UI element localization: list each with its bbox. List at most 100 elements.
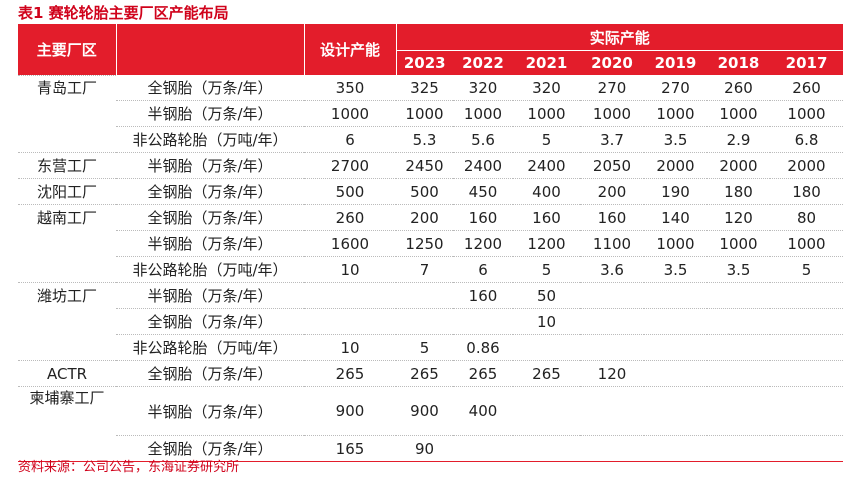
cell-actual-capacity: 7 <box>396 256 453 283</box>
header-actual-capacity: 实际产能 <box>395 24 844 51</box>
cell-actual-capacity <box>396 308 453 335</box>
header-year: 2023 <box>395 50 453 75</box>
header-year: 2021 <box>513 50 580 75</box>
cell-plant <box>18 335 116 361</box>
cell-design-capacity <box>304 308 396 335</box>
cell-actual-capacity: 2450 <box>396 152 453 179</box>
cell-design-capacity <box>304 282 396 309</box>
table-row: 潍坊工厂 半钢胎（万条/年） 160 50 <box>18 282 844 309</box>
cell-actual-capacity: 1100 <box>580 230 644 257</box>
cell-actual-capacity <box>770 360 844 387</box>
cell-actual-capacity: 6 <box>453 256 513 283</box>
table-row: 柬埔寨工厂 半钢胎（万条/年） 900 900 400 <box>18 386 844 436</box>
cell-actual-capacity <box>396 282 453 309</box>
cell-actual-capacity: 6.8 <box>770 126 844 153</box>
cell-actual-capacity: 400 <box>513 178 580 205</box>
cell-actual-capacity: 200 <box>396 204 453 231</box>
cell-design-capacity: 10 <box>304 256 396 283</box>
table-body: 青岛工厂 全钢胎（万条/年） 350 325 320 320 270 270 260 260 半钢胎… <box>18 74 844 462</box>
cell-actual-capacity: 1200 <box>453 230 513 257</box>
cell-actual-capacity: 3.5 <box>707 256 770 283</box>
table-row: ACTR 全钢胎（万条/年） 265 265 265 265 120 <box>18 360 844 387</box>
cell-actual-capacity: 1000 <box>707 230 770 257</box>
cell-actual-capacity: 2400 <box>453 152 513 179</box>
cell-product: 全钢胎（万条/年） <box>147 79 273 97</box>
cell-actual-capacity: 3.5 <box>644 126 707 153</box>
cell-product: 全钢胎（万条/年） <box>116 178 304 205</box>
cell-actual-capacity: 2400 <box>513 152 580 179</box>
table-row: 全钢胎（万条/年） 165 90 <box>18 435 844 462</box>
cell-actual-capacity: 320 <box>532 78 561 97</box>
cell-actual-capacity: 2.9 <box>707 126 770 153</box>
header-product <box>115 24 304 75</box>
cell-product: 非公路轮胎（万吨/年） <box>116 126 304 153</box>
cell-product: 半钢胎（万条/年） <box>116 386 304 436</box>
cell-actual-capacity <box>770 282 844 309</box>
source-note: 资料来源：公司公告，东海证券研究所 <box>18 460 240 475</box>
cell-actual-capacity <box>513 386 580 436</box>
cell-plant <box>18 309 116 335</box>
cell-design-capacity: 260 <box>304 204 396 231</box>
cell-actual-capacity: 5 <box>770 256 844 283</box>
cell-product: 半钢胎（万条/年） <box>116 100 304 127</box>
cell-design-capacity: 265 <box>304 360 396 387</box>
table-row: 非公路轮胎（万吨/年） 6 5.3 5.6 5 3.7 3.5 2.9 6.8 <box>18 126 844 153</box>
cell-actual-capacity <box>580 308 644 335</box>
cell-actual-capacity <box>707 360 770 387</box>
cell-actual-capacity: 2000 <box>770 152 844 179</box>
cell-actual-capacity: 260 <box>724 78 753 97</box>
cell-actual-capacity <box>644 308 707 335</box>
cell-actual-capacity: 190 <box>644 178 707 205</box>
cell-design-capacity: 2700 <box>304 152 396 179</box>
cell-design-capacity: 350 <box>335 78 365 97</box>
cell-actual-capacity: 400 <box>453 386 513 436</box>
cell-actual-capacity: 5.6 <box>453 126 513 153</box>
capacity-table: 主要厂区 设计产能 实际产能 2023 2022 2021 2020 2019 … <box>18 24 844 462</box>
cell-actual-capacity: 1000 <box>644 230 707 257</box>
cell-product: 半钢胎（万条/年） <box>116 282 304 309</box>
table-row: 非公路轮胎（万吨/年） 10 5 0.86 <box>18 334 844 361</box>
cell-actual-capacity: 1250 <box>396 230 453 257</box>
cell-plant <box>18 257 116 283</box>
cell-actual-capacity: 1200 <box>513 230 580 257</box>
header-year: 2019 <box>644 50 707 75</box>
cell-actual-capacity: 160 <box>513 204 580 231</box>
cell-actual-capacity <box>453 308 513 335</box>
cell-actual-capacity <box>644 386 707 436</box>
cell-actual-capacity <box>707 308 770 335</box>
table-row: 半钢胎（万条/年） 1000 1000 1000 1000 1000 1000 1000 100… <box>18 100 844 127</box>
cell-plant: ACTR <box>18 360 116 387</box>
table-row: 非公路轮胎（万吨/年） 10 7 6 5 3.6 3.5 3.5 5 <box>18 256 844 283</box>
cell-actual-capacity: 500 <box>396 178 453 205</box>
cell-actual-capacity: 270 <box>597 78 627 97</box>
cell-actual-capacity: 120 <box>580 360 644 387</box>
cell-actual-capacity: 5 <box>513 256 580 283</box>
cell-actual-capacity: 120 <box>707 204 770 231</box>
cell-actual-capacity: 320 <box>468 78 498 97</box>
cell-actual-capacity: 1000 <box>453 100 513 127</box>
cell-product: 全钢胎（万条/年） <box>116 204 304 231</box>
cell-design-capacity: 1600 <box>304 230 396 257</box>
cell-actual-capacity <box>770 386 844 436</box>
table-row: 东营工厂 半钢胎（万条/年） 2700 2450 2400 2400 2050 2000 200… <box>18 152 844 179</box>
table-row: 越南工厂 全钢胎（万条/年） 260 200 160 160 160 140 120 80 <box>18 204 844 231</box>
cell-product: 半钢胎（万条/年） <box>116 152 304 179</box>
cell-actual-capacity: 3.6 <box>580 256 644 283</box>
cell-product: 全钢胎（万条/年） <box>116 435 304 462</box>
cell-actual-capacity: 10 <box>513 308 580 335</box>
cell-actual-capacity: 265 <box>453 360 513 387</box>
cell-actual-capacity: 325 <box>410 78 439 97</box>
cell-actual-capacity: 260 <box>792 78 821 97</box>
cell-actual-capacity <box>580 386 644 436</box>
header-year: 2017 <box>770 50 844 75</box>
cell-actual-capacity: 5 <box>513 126 580 153</box>
cell-actual-capacity <box>707 282 770 309</box>
cell-design-capacity: 500 <box>304 178 396 205</box>
cell-actual-capacity: 900 <box>396 386 453 436</box>
cell-actual-capacity: 270 <box>661 78 690 97</box>
header-year: 2022 <box>453 50 513 75</box>
table-title: 表1 赛轮轮胎主要厂区产能布局 <box>18 4 229 22</box>
cell-design-capacity: 900 <box>304 386 396 436</box>
table-row: 全钢胎（万条/年） 10 <box>18 308 844 335</box>
cell-actual-capacity <box>707 386 770 436</box>
